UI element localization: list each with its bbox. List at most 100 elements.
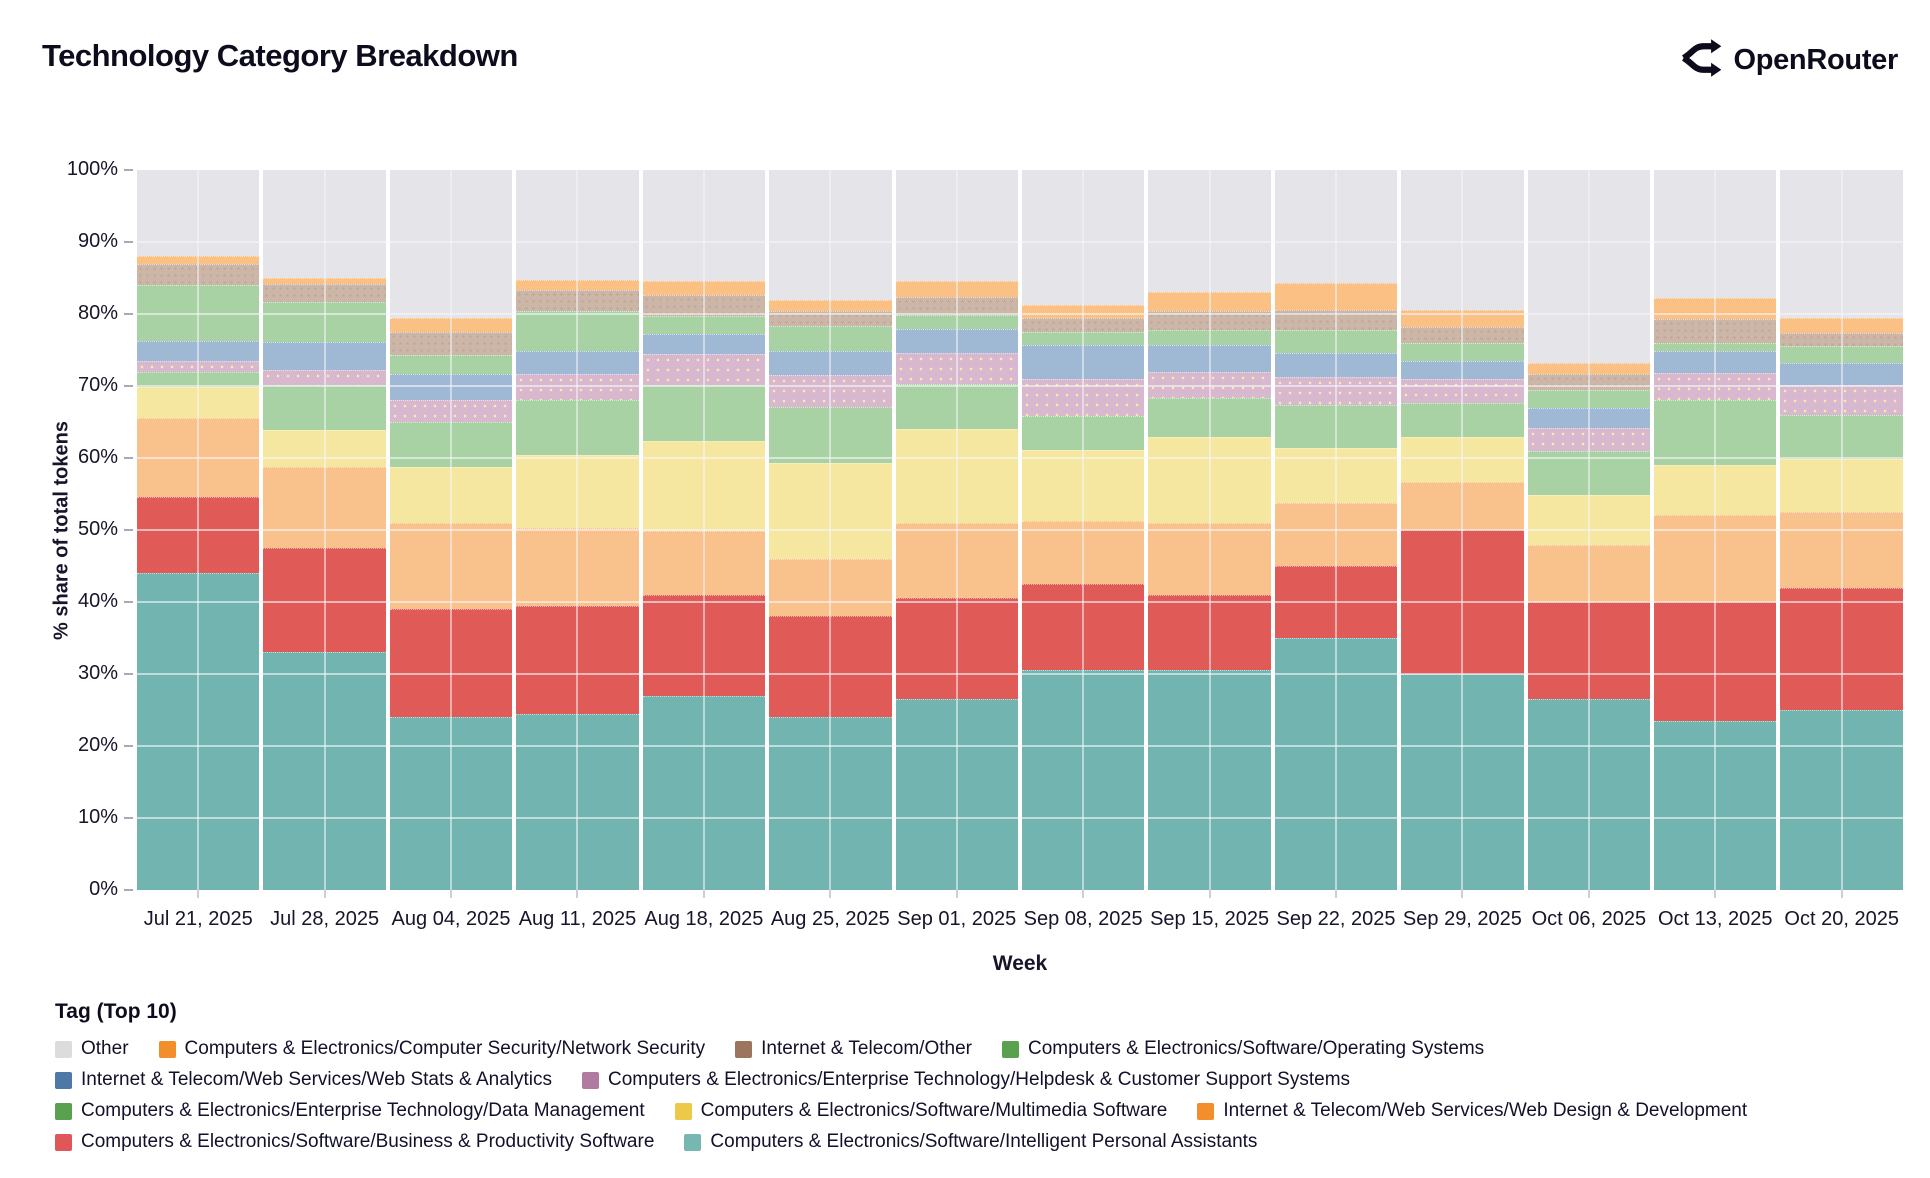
bar-segment[interactable] xyxy=(1401,310,1524,327)
bar-segment[interactable] xyxy=(1527,451,1651,495)
bar-segment[interactable] xyxy=(1654,319,1777,343)
bar-segment[interactable] xyxy=(263,370,386,385)
bar-segment[interactable] xyxy=(769,717,892,890)
bar-segment[interactable] xyxy=(1527,362,1651,374)
bar-segment[interactable] xyxy=(137,360,260,372)
bar-segment[interactable] xyxy=(263,170,386,278)
bar-segment[interactable] xyxy=(769,351,892,376)
bar-segment[interactable] xyxy=(895,170,1018,281)
bar-column[interactable] xyxy=(893,170,1020,890)
bar-segment[interactable] xyxy=(1021,520,1145,584)
bar-segment[interactable] xyxy=(1654,342,1777,352)
bar-segment[interactable] xyxy=(1527,545,1651,602)
bar-segment[interactable] xyxy=(1780,511,1903,588)
bar-segment[interactable] xyxy=(1654,298,1777,320)
bar-segment[interactable] xyxy=(1274,352,1398,377)
bar-segment[interactable] xyxy=(895,383,1018,430)
bar-segment[interactable] xyxy=(263,384,386,430)
bar-segment[interactable] xyxy=(1654,170,1777,299)
bar-segment[interactable] xyxy=(895,429,1018,523)
bar-segment[interactable] xyxy=(1021,304,1145,318)
bar-segment[interactable] xyxy=(895,329,1018,353)
bar-segment[interactable] xyxy=(389,331,513,356)
bar-segment[interactable] xyxy=(642,170,766,281)
bar-column[interactable] xyxy=(1146,170,1273,890)
bar-segment[interactable] xyxy=(1527,389,1651,409)
bar-segment[interactable] xyxy=(1274,329,1398,353)
bar-segment[interactable] xyxy=(137,255,260,265)
bar-segment[interactable] xyxy=(1274,283,1398,310)
bar-segment[interactable] xyxy=(1527,494,1651,546)
legend-item[interactable]: Computers & Electronics/Software/Operati… xyxy=(1001,1038,1484,1060)
bar-segment[interactable] xyxy=(1148,329,1271,345)
bar-segment[interactable] xyxy=(1148,371,1271,399)
legend-item[interactable]: Other xyxy=(55,1038,129,1060)
bar-segment[interactable] xyxy=(1401,361,1524,380)
bar-segment[interactable] xyxy=(516,280,639,291)
bar-segment[interactable] xyxy=(895,280,1018,297)
bar-segment[interactable] xyxy=(263,278,386,285)
bar-segment[interactable] xyxy=(263,342,386,371)
bar-segment[interactable] xyxy=(1654,351,1777,373)
bar-segment[interactable] xyxy=(389,318,513,332)
bar-segment[interactable] xyxy=(1148,398,1271,438)
bar-segment[interactable] xyxy=(137,418,260,497)
bar-column[interactable] xyxy=(1778,170,1905,890)
bar-segment[interactable] xyxy=(516,373,639,400)
bar-segment[interactable] xyxy=(1274,502,1398,566)
bar-segment[interactable] xyxy=(389,717,513,890)
bar-segment[interactable] xyxy=(769,406,892,463)
bar-segment[interactable] xyxy=(1527,373,1651,390)
bar-segment[interactable] xyxy=(1654,465,1777,515)
bar-segment[interactable] xyxy=(1148,170,1271,292)
bar-segment[interactable] xyxy=(1274,404,1398,448)
bar-segment[interactable] xyxy=(769,311,892,327)
bar-segment[interactable] xyxy=(1021,331,1145,345)
bar-segment[interactable] xyxy=(642,441,766,532)
bar-segment[interactable] xyxy=(1274,447,1398,503)
bar-segment[interactable] xyxy=(1401,326,1524,344)
bar-segment[interactable] xyxy=(1148,670,1271,890)
bar-segment[interactable] xyxy=(516,713,639,890)
bar-segment[interactable] xyxy=(1148,344,1271,372)
bar-segment[interactable] xyxy=(516,455,639,528)
bar-column[interactable] xyxy=(261,170,388,890)
bar-segment[interactable] xyxy=(642,594,766,696)
bar-segment[interactable] xyxy=(1527,428,1651,452)
bar-segment[interactable] xyxy=(1274,170,1398,284)
bar-segment[interactable] xyxy=(516,290,639,312)
bar-column[interactable] xyxy=(514,170,641,890)
legend-item[interactable]: Internet & Telecom/Web Services/Web Stat… xyxy=(55,1069,552,1091)
bar-segment[interactable] xyxy=(1654,373,1777,401)
bar-segment[interactable] xyxy=(1401,402,1524,438)
bar-segment[interactable] xyxy=(389,522,513,610)
bar-segment[interactable] xyxy=(1780,317,1903,334)
bar-segment[interactable] xyxy=(895,522,1018,599)
bar-segment[interactable] xyxy=(516,311,639,351)
bar-segment[interactable] xyxy=(1021,317,1145,332)
bar-segment[interactable] xyxy=(1780,170,1903,318)
bar-segment[interactable] xyxy=(1654,601,1777,721)
bar-segment[interactable] xyxy=(1527,699,1651,890)
bar-segment[interactable] xyxy=(1021,450,1145,521)
bar-segment[interactable] xyxy=(642,280,766,296)
bar-segment[interactable] xyxy=(1148,311,1271,330)
bar-segment[interactable] xyxy=(895,314,1018,330)
bar-segment[interactable] xyxy=(642,385,766,442)
bar-segment[interactable] xyxy=(263,301,386,343)
legend-item[interactable]: Computers & Electronics/Software/Intelli… xyxy=(684,1131,1257,1153)
bar-segment[interactable] xyxy=(1021,670,1145,890)
bar-segment[interactable] xyxy=(1654,514,1777,602)
bar-segment[interactable] xyxy=(1148,523,1271,595)
bar-segment[interactable] xyxy=(769,462,892,559)
bar-segment[interactable] xyxy=(1401,673,1524,890)
bar-segment[interactable] xyxy=(263,547,386,653)
bar-segment[interactable] xyxy=(1401,379,1524,403)
bar-segment[interactable] xyxy=(769,375,892,407)
bar-column[interactable] xyxy=(1525,170,1653,890)
bar-segment[interactable] xyxy=(1654,720,1777,890)
bar-segment[interactable] xyxy=(516,527,639,606)
bar-column[interactable] xyxy=(135,170,262,890)
bar-segment[interactable] xyxy=(137,285,260,341)
bar-column[interactable] xyxy=(387,170,515,890)
